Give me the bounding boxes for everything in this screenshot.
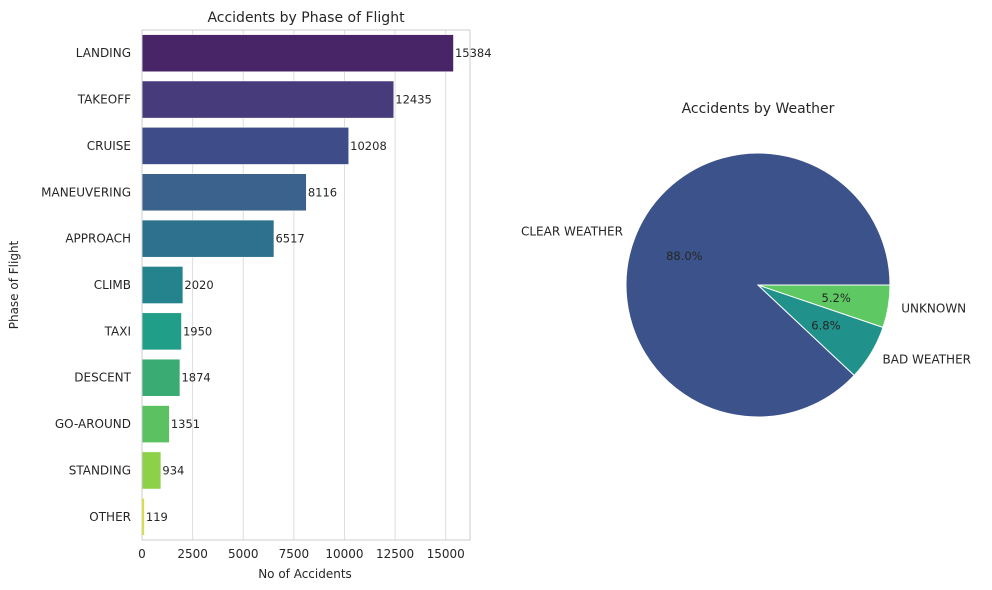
- bar-chart: Accidents by Phase of Flight 15384 12435 1…: [7, 10, 492, 581]
- y-category-label: CLIMB: [94, 278, 131, 292]
- bar-value-label: 1950: [183, 324, 212, 338]
- y-category-label: DESCENT: [74, 371, 131, 385]
- bar-go-around: [141, 405, 170, 443]
- bar-landing: [141, 34, 454, 72]
- y-category-label: STANDING: [69, 463, 131, 477]
- bar-x-axis-label: No of Accidents: [258, 567, 352, 581]
- x-tick-label: 15000: [427, 547, 465, 561]
- bar-value-label: 15384: [455, 46, 492, 60]
- y-category-label: LANDING: [76, 46, 131, 60]
- pie-label: CLEAR WEATHER: [521, 225, 623, 239]
- y-category-label: OTHER: [89, 510, 131, 524]
- bar-climb: [141, 266, 184, 304]
- bar-chart-title: Accidents by Phase of Flight: [207, 10, 405, 26]
- x-tick-label: 10000: [325, 547, 363, 561]
- bar-descent: [141, 358, 181, 397]
- pie-pct-label: 88.0%: [666, 249, 703, 263]
- y-category-label: TAXI: [104, 324, 131, 338]
- y-category-label: TAKEOFF: [77, 93, 131, 107]
- x-tick-label: 5000: [228, 547, 259, 561]
- bar-takeoff: [141, 80, 395, 119]
- pie-pct-label: 6.8%: [811, 319, 840, 333]
- bar-taxi: [141, 312, 182, 351]
- y-category-label: GO-AROUND: [55, 417, 131, 431]
- bar-maneuvering: [141, 173, 307, 212]
- bar-cruise: [141, 127, 349, 165]
- x-tick-label: 0: [138, 547, 146, 561]
- bar-value-label: 1874: [181, 371, 210, 385]
- bar-value-label: 12435: [395, 93, 432, 107]
- x-tick-label: 12500: [376, 547, 414, 561]
- bar-y-axis-label: Phase of Flight: [7, 240, 21, 329]
- bar-approach: [141, 219, 275, 258]
- y-category-label: MANEUVERING: [41, 185, 131, 199]
- pie-label: BAD WEATHER: [883, 353, 972, 367]
- y-category-label: APPROACH: [65, 232, 131, 246]
- bar-value-label: 6517: [275, 232, 304, 246]
- pie-chart-title: Accidents by Weather: [682, 101, 835, 117]
- bar-plot-frame: [141, 29, 471, 541]
- bar-value-label: 1351: [171, 417, 200, 431]
- x-tick-label: 7500: [279, 547, 310, 561]
- pie-label: UNKNOWN: [901, 302, 966, 316]
- pie-pct-label: 5.2%: [822, 291, 851, 305]
- bar-value-label: 8116: [308, 185, 337, 199]
- bar-standing: [141, 451, 162, 490]
- bar-value-label: 934: [162, 463, 184, 477]
- pie-slice-unknown: [757, 284, 891, 328]
- x-tick-label: 2500: [177, 547, 208, 561]
- bar-value-label: 2020: [184, 278, 213, 292]
- pie-chart: Accidents by Weather CLEAR WEATHER 88.0% B…: [521, 101, 972, 418]
- bar-value-label: 10208: [350, 139, 387, 153]
- bar-value-label: 119: [146, 510, 168, 524]
- y-category-label: CRUISE: [87, 139, 131, 153]
